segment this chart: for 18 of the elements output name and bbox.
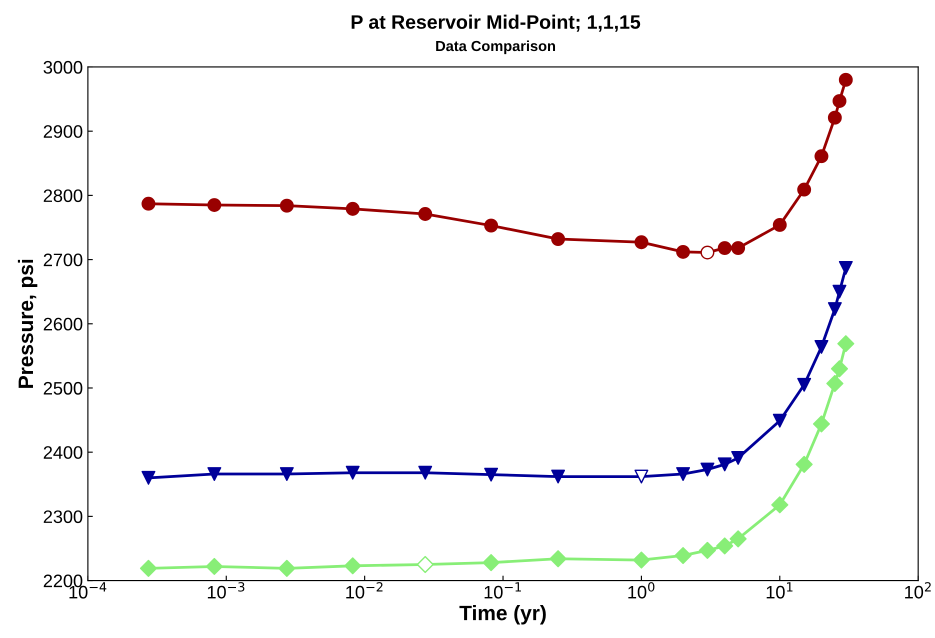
y-axis-title: Pressure, psi bbox=[18, 260, 38, 388]
x-tick-label: 10$^{0}$ bbox=[628, 582, 654, 599]
y-tick-label: 2600 bbox=[44, 318, 82, 331]
y-tick-label: 2500 bbox=[44, 382, 82, 395]
x-tick-label: 10$^{1}$ bbox=[766, 582, 792, 599]
y-tick-label: 3000 bbox=[44, 60, 82, 74]
y-tick-label: 2700 bbox=[44, 254, 82, 266]
x-tick-label: 10$^{−1}$ bbox=[484, 582, 521, 599]
x-tick-label: 10$^{−3}$ bbox=[208, 582, 244, 599]
chart-subtitle: Data Comparison bbox=[436, 40, 556, 54]
x-tick-label: 10$^{−2}$ bbox=[346, 582, 382, 599]
x-axis-title: Time (yr) bbox=[459, 605, 546, 624]
x-tick-label: 10$^{2}$ bbox=[905, 582, 931, 599]
chart-title: P at Reservoir Mid-Point; 1,1,15 bbox=[352, 14, 640, 32]
y-tick-label: 2400 bbox=[44, 446, 82, 459]
y-tick-label: 2800 bbox=[44, 189, 82, 202]
y-tick-label: 2300 bbox=[44, 510, 82, 524]
y-tick-label: 2900 bbox=[44, 125, 82, 138]
